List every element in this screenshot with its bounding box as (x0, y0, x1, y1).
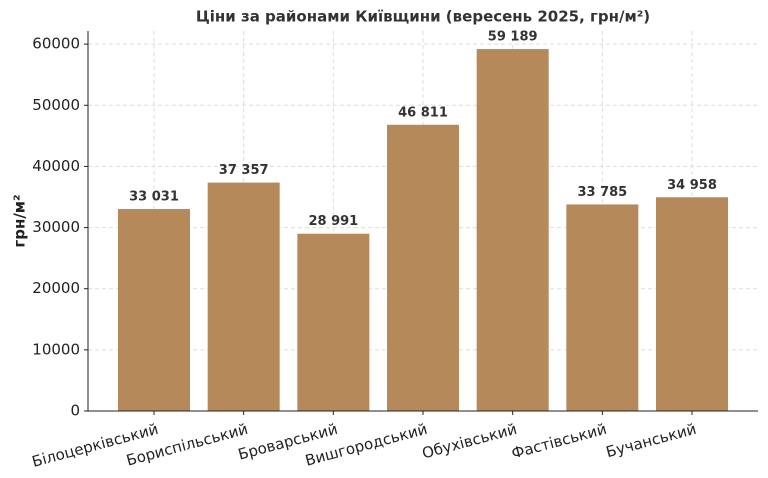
bar (207, 182, 280, 411)
value-label: 33 785 (577, 185, 627, 200)
y-tick-label: 10000 (32, 340, 80, 358)
y-axis-label: грн/м² (11, 194, 29, 247)
y-tick-label: 30000 (32, 218, 80, 236)
bar (387, 124, 460, 412)
x-tick-label: Обухівський (420, 420, 519, 463)
value-label: 34 958 (667, 178, 717, 193)
y-tick-label: 0 (70, 402, 80, 420)
y-tick-label: 20000 (32, 279, 80, 297)
chart-title: Ціни за районами Київщини (вересень 2025… (196, 8, 650, 26)
bar (297, 233, 370, 411)
y-tick-label: 60000 (32, 35, 80, 53)
bar (656, 197, 729, 411)
value-label: 46 811 (398, 105, 448, 120)
x-tick-label: Фастівський (509, 420, 608, 463)
y-tick-label: 50000 (32, 96, 80, 114)
bar (118, 209, 190, 411)
y-tick-label: 40000 (32, 157, 80, 175)
x-tick-label: Бучанський (604, 420, 698, 461)
bar (566, 204, 639, 411)
value-label: 28 991 (308, 214, 358, 229)
bar (476, 49, 549, 411)
value-label: 37 357 (219, 163, 269, 178)
value-label: 33 031 (129, 190, 179, 205)
value-label: 59 189 (488, 30, 538, 45)
